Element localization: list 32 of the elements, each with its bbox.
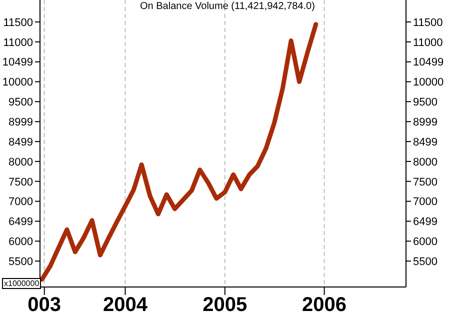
y2-tick-label: 11000: [413, 36, 443, 49]
text: x1000000: [2, 278, 42, 289]
y2-tick-label: 9500: [413, 96, 438, 109]
y-tick-label: 10499: [2, 56, 33, 69]
y-tick-label: 7500: [8, 176, 33, 188]
y2-tick-label: 8499: [413, 136, 438, 148]
y2-tick-label: 8000: [413, 156, 438, 168]
x-tick-label: 2005: [202, 294, 248, 316]
x-tick-label: 003: [28, 294, 62, 316]
chart-title: On Balance Volume (11,421,942,784.0): [140, 1, 315, 12]
y-tick-label: 6000: [8, 236, 33, 248]
y2-tick-label: 5500: [413, 256, 438, 268]
y2-tick-label: 10000: [413, 76, 444, 89]
y2-tick-label: 7500: [413, 176, 438, 188]
y-tick-label: 6499: [8, 216, 33, 228]
y-tick-label: 10000: [2, 76, 33, 89]
y2-tick-label: 6499: [413, 216, 438, 228]
y-tick-label: 8000: [8, 156, 33, 168]
y2-tick-label: 8999: [413, 116, 438, 129]
y2-tick-label: 11500: [413, 16, 443, 29]
y-tick-label: 5500: [8, 256, 33, 268]
x-tick-label: 2004: [102, 294, 148, 316]
y2-tick-label: 10499: [413, 56, 444, 69]
y-tick-label: 8999: [8, 116, 33, 129]
y-tick-label: 8499: [8, 136, 33, 148]
y2-tick-label: 6000: [413, 236, 438, 248]
y-tick-label: 11500: [3, 16, 33, 29]
x-tick-label: 2006: [302, 294, 347, 316]
y2-tick-label: 7000: [413, 196, 438, 208]
y-tick-label: 11000: [3, 36, 33, 49]
y-tick-label: 7000: [8, 196, 33, 208]
y-tick-label: 9500: [8, 96, 33, 109]
